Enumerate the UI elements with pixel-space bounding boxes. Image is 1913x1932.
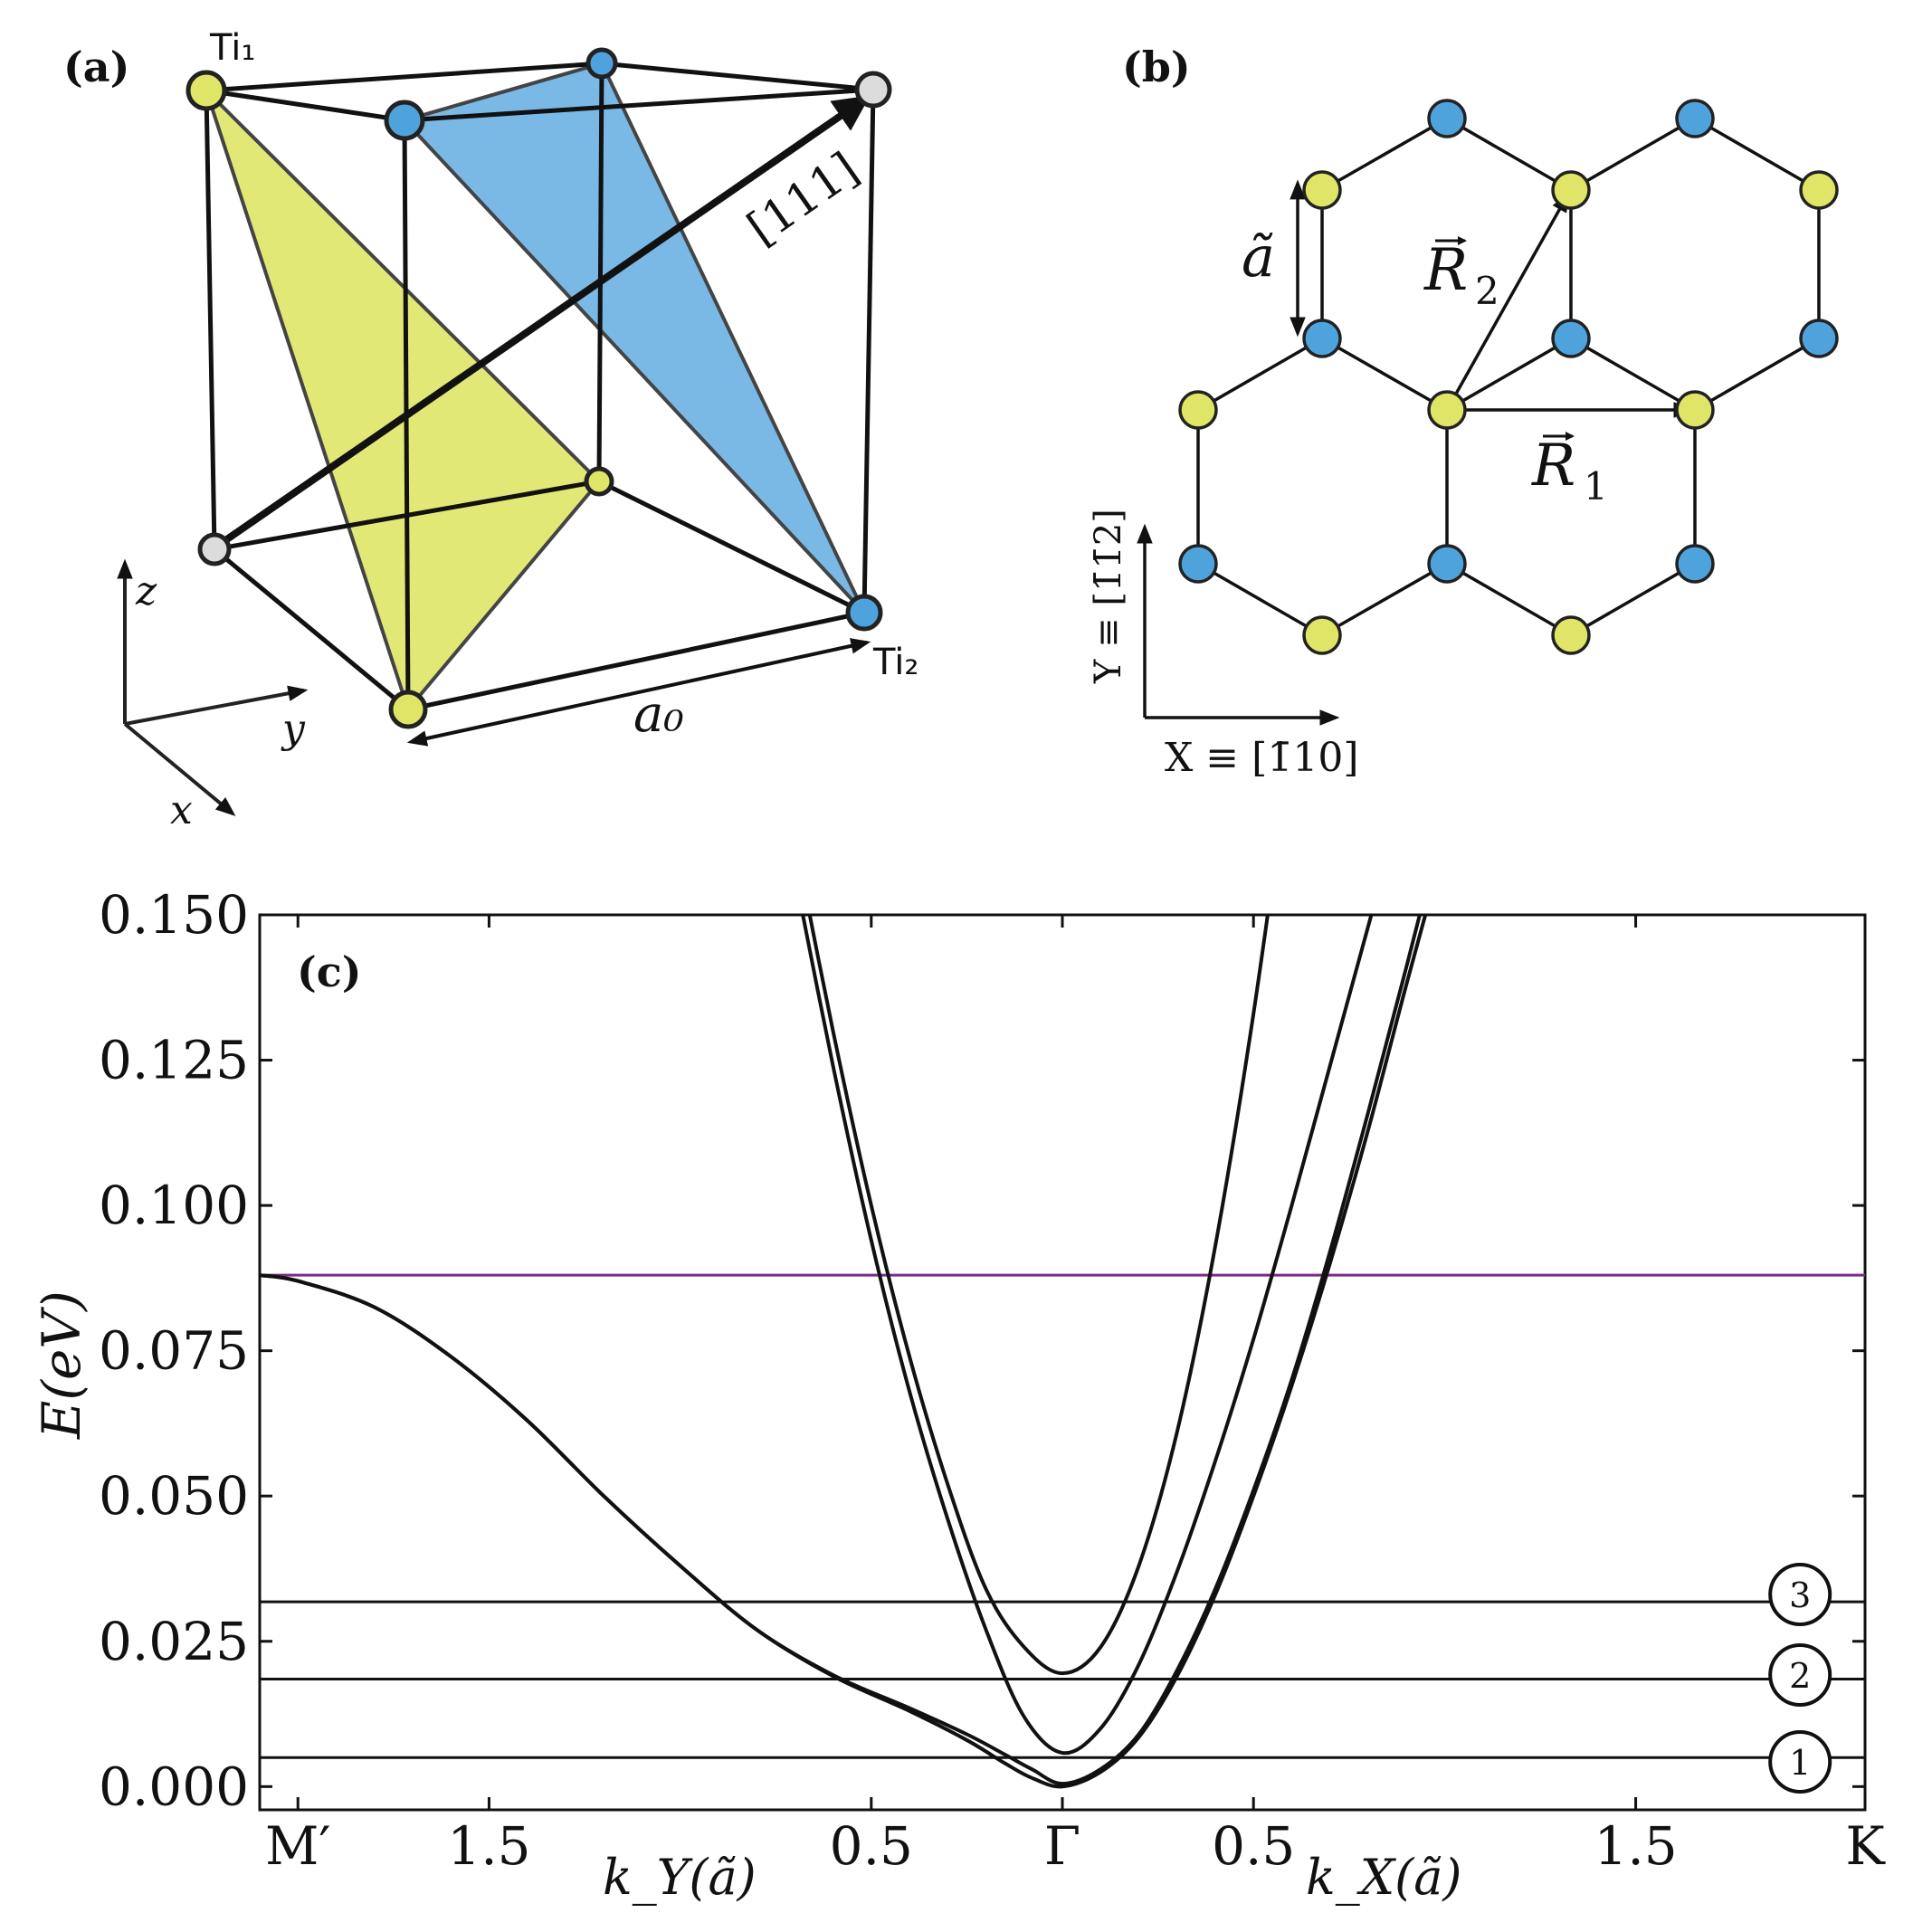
r2-letter: R bbox=[1423, 237, 1468, 304]
axes-triad bbox=[117, 558, 309, 816]
plot-frame bbox=[258, 913, 1867, 1812]
atom-yellow-back bbox=[584, 466, 614, 497]
r2-label: R 2 bbox=[1423, 236, 1499, 313]
atom-yellow bbox=[1551, 615, 1591, 655]
y-tick-label: 0.050 bbox=[99, 1465, 249, 1527]
a-tilde-label: ã bbox=[1242, 224, 1275, 290]
level-markers: 1 2 3 bbox=[1768, 1563, 1832, 1794]
x-tick-label: 1.5 bbox=[1594, 1815, 1677, 1877]
x-tick-label: 1.5 bbox=[447, 1815, 530, 1877]
atom-yellow bbox=[1675, 390, 1715, 430]
x-tick-label: K bbox=[1845, 1815, 1886, 1877]
cube-edges bbox=[204, 61, 876, 712]
atom-blue bbox=[1675, 99, 1715, 138]
level-marker-circle bbox=[1768, 1730, 1832, 1794]
lattice-constant-label: a₀ bbox=[633, 685, 684, 744]
y-tick-label: 0.150 bbox=[99, 884, 249, 946]
ti2-label: Ti₂ bbox=[872, 642, 918, 683]
atom-blue-top bbox=[585, 47, 618, 80]
ti1-label: Ti₁ bbox=[209, 27, 255, 69]
x-axis-label-left: k_Y(ã) bbox=[603, 1849, 757, 1906]
y-ticks: 0.000 0.025 0.050 0.075 0.100 0.125 0.150 bbox=[99, 884, 1865, 1817]
lattice-constant-arrow bbox=[406, 638, 871, 747]
atom-yellow bbox=[1551, 170, 1591, 210]
atom-yellow bbox=[1302, 615, 1342, 655]
y-tick-label: 0.075 bbox=[99, 1320, 249, 1382]
y-tick-label: 0.100 bbox=[99, 1175, 249, 1236]
atom-blue bbox=[1551, 319, 1591, 358]
direction-111-arrow bbox=[216, 95, 871, 548]
panel-c-chart: (c) 0.0000.0250.0500.0750.1000.1250.150 … bbox=[31, 884, 1886, 1906]
band-curve-4 bbox=[807, 915, 1270, 1676]
y-tick-label: 0.125 bbox=[99, 1030, 249, 1091]
atom-blue bbox=[1178, 544, 1218, 584]
atom-yellow bbox=[1427, 390, 1467, 430]
x-tick-label: 0.5 bbox=[1212, 1815, 1295, 1877]
honeycomb-atoms bbox=[1178, 99, 1839, 655]
energy-levels bbox=[260, 1600, 1865, 1759]
atom-grey-bottom bbox=[197, 532, 232, 566]
axis-y-label: y bbox=[281, 706, 306, 752]
band-curve-1 bbox=[260, 915, 1428, 1789]
y-axis-label: E(eV) bbox=[31, 1290, 92, 1440]
x-tick-label: 0.5 bbox=[830, 1815, 913, 1877]
band-curve-2 bbox=[260, 915, 1422, 1786]
blue-plane bbox=[401, 61, 866, 614]
atom-yellow bbox=[1799, 170, 1839, 210]
atoms-a bbox=[186, 47, 892, 729]
panel-c-label: (c) bbox=[297, 947, 362, 996]
atom-yellow bbox=[1178, 390, 1218, 430]
x-axis-label-right: k_X(ã) bbox=[1306, 1849, 1462, 1906]
r2-vector bbox=[1445, 192, 1570, 411]
r1-letter: R bbox=[1531, 433, 1575, 500]
level-marker-label: 3 bbox=[1789, 1575, 1811, 1615]
panel-b: (b) ã bbox=[1088, 43, 1839, 781]
atom-ti2 bbox=[845, 594, 883, 632]
atom-blue bbox=[1427, 99, 1467, 138]
panel-a-label: (a) bbox=[63, 43, 129, 91]
atom-blue bbox=[1427, 544, 1467, 584]
atom-blue bbox=[1675, 544, 1715, 584]
y-tick-label: 0.025 bbox=[99, 1611, 249, 1672]
axis-x-label: x bbox=[170, 787, 193, 833]
level-marker-circle bbox=[1768, 1563, 1832, 1626]
y-tick-label: 0.000 bbox=[99, 1756, 249, 1817]
r1-subscript: 1 bbox=[1584, 464, 1608, 509]
level-marker-label: 1 bbox=[1789, 1743, 1811, 1783]
band-curve-3 bbox=[801, 915, 1374, 1756]
r1-label: R 1 bbox=[1531, 432, 1608, 509]
yellow-plane bbox=[205, 89, 602, 714]
level-marker-circle bbox=[1768, 1643, 1832, 1707]
x-tick-label: Γ bbox=[1044, 1815, 1080, 1877]
atom-ti1 bbox=[186, 70, 227, 111]
atom-grey-top bbox=[854, 71, 892, 109]
atom-blue bbox=[1799, 319, 1839, 358]
x-tick-label: M′ bbox=[265, 1815, 331, 1877]
atom-blue bbox=[1302, 319, 1342, 358]
y-direction-label: Y ≡ [1̄1̄2] bbox=[1088, 509, 1129, 684]
atom-blue-front bbox=[384, 100, 425, 141]
level-marker-label: 2 bbox=[1789, 1656, 1811, 1696]
direction-111-label: [111] bbox=[738, 142, 868, 255]
x-direction-label: X ≡ [1̄10] bbox=[1165, 735, 1358, 781]
honeycomb-bonds bbox=[1196, 117, 1821, 637]
r2-subscript: 2 bbox=[1475, 269, 1499, 313]
band-curves bbox=[260, 915, 1428, 1789]
panel-a: (a) [111] a₀ bbox=[63, 27, 918, 833]
atom-yellow-bottom bbox=[388, 690, 428, 729]
panel-b-label: (b) bbox=[1122, 43, 1191, 91]
atom-yellow bbox=[1302, 170, 1342, 210]
axis-z-label: z bbox=[135, 568, 157, 614]
x-ticks: M′ 1.5 0.5 Γ 0.5 1.5 K bbox=[265, 915, 1886, 1877]
